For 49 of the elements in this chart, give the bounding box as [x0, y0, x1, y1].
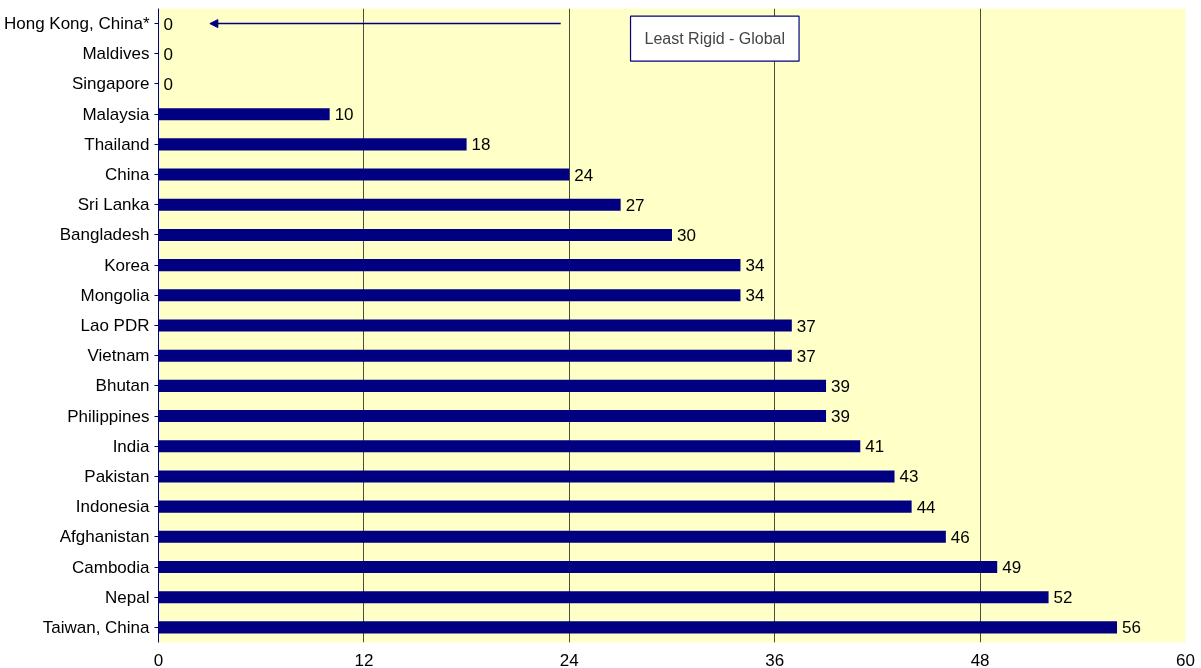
y-tick-label: Hong Kong, China*: [3, 14, 150, 34]
data-label: 10: [334, 105, 354, 125]
x-tick-label: 48: [970, 650, 990, 668]
y-tick-label: Pakistan: [84, 466, 150, 486]
data-label: 43: [899, 467, 919, 487]
y-tick-label: Nepal: [105, 587, 150, 607]
y-tick-label: Philippines: [67, 406, 150, 426]
data-label: 41: [865, 437, 885, 457]
x-tick-label: 60: [1176, 650, 1195, 668]
data-label: 0: [163, 14, 173, 34]
x-tick-label: 36: [765, 650, 785, 668]
y-tick-label: Bangladesh: [59, 225, 150, 245]
y-tick-label: Indonesia: [75, 497, 151, 517]
y-tick-label: Maldives: [82, 44, 150, 64]
data-label: 0: [163, 44, 173, 64]
data-label: 44: [916, 497, 936, 517]
data-label: 18: [471, 135, 491, 155]
data-label: 0: [163, 74, 173, 94]
y-tick-label: Mongolia: [80, 285, 151, 305]
data-label: 37: [796, 346, 816, 366]
y-tick-label: Singapore: [72, 74, 150, 94]
y-tick-label: Cambodia: [72, 557, 151, 577]
y-tick-label: Afghanistan: [59, 527, 150, 547]
data-label: 56: [1122, 618, 1141, 638]
annotation: Least Rigid - Global: [644, 30, 786, 48]
data-label: 39: [831, 407, 850, 427]
y-tick-label: Vietnam: [87, 346, 150, 366]
y-tick-label: Lao PDR: [80, 316, 150, 335]
data-label: 46: [950, 527, 970, 547]
y-tick-label: Taiwan, China: [42, 617, 151, 637]
data-label: 34: [745, 286, 765, 306]
y-tick-label: Sri Lanka: [77, 195, 151, 215]
data-label: 49: [1002, 558, 1022, 578]
x-tick-label: 24: [559, 650, 579, 668]
y-tick-label: Bhutan: [95, 376, 150, 396]
y-tick-label: India: [112, 436, 151, 456]
y-tick-label: Malaysia: [82, 104, 151, 124]
y-tick-label: Thailand: [84, 134, 150, 154]
data-label: 24: [574, 165, 594, 185]
data-label: 37: [796, 316, 816, 336]
x-tick-label: 0: [153, 650, 164, 668]
data-label: 27: [625, 195, 645, 215]
data-label: 30: [677, 225, 696, 245]
y-tick-label: China: [105, 165, 151, 185]
data-label: 34: [745, 256, 765, 276]
data-label: 52: [1053, 588, 1073, 608]
y-tick-label: Korea: [104, 255, 151, 275]
x-tick-label: 12: [354, 650, 374, 668]
data-label: 39: [831, 376, 850, 396]
